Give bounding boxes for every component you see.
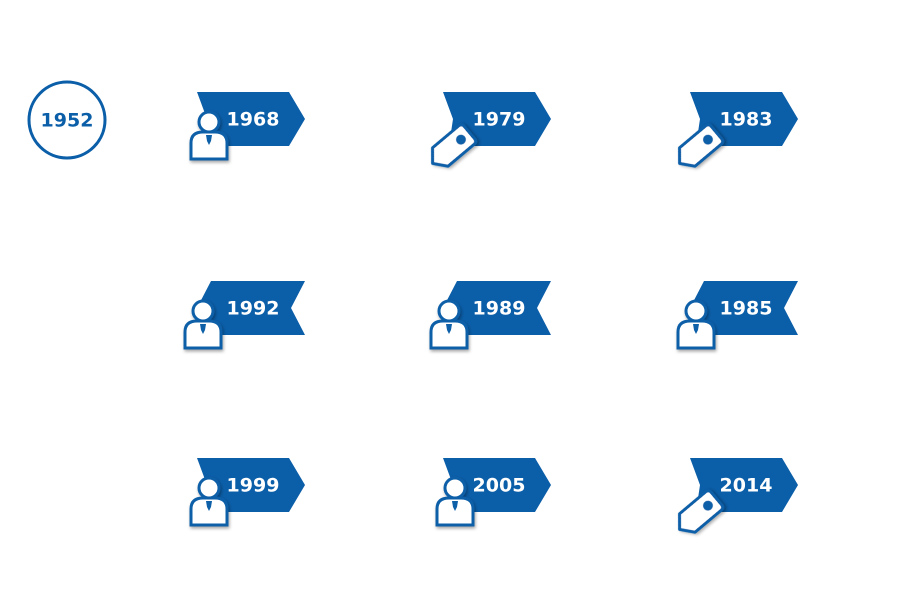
person-icon [189, 476, 229, 527]
person-head [191, 299, 215, 323]
badge: 1968 [189, 92, 305, 161]
person-icon [676, 299, 716, 350]
person-head [437, 299, 461, 323]
badge: 1983 [678, 92, 798, 168]
person-head [197, 110, 221, 134]
badge-label: 1999 [227, 475, 280, 497]
badge-label: 1979 [473, 109, 526, 131]
badge-label: 1989 [473, 298, 526, 320]
badge: 1992 [183, 281, 305, 350]
person-body [435, 496, 475, 527]
person-head [684, 299, 708, 323]
badge-shape [197, 281, 305, 335]
person-head [443, 476, 467, 500]
person-tie [206, 501, 212, 511]
person-tie [200, 324, 206, 334]
tag-body [678, 123, 725, 168]
badge-label: 1983 [720, 109, 773, 131]
badge-shape [443, 458, 551, 512]
badge-shape [690, 281, 798, 335]
badge: 1979 [431, 92, 551, 168]
start-label: 1952 [41, 110, 94, 132]
tag-icon [678, 123, 725, 168]
badge: 1999 [189, 458, 305, 527]
person-body [183, 319, 223, 350]
person-tie [206, 135, 212, 145]
badge-shape [197, 92, 305, 146]
badge: 2014 [678, 458, 798, 534]
person-tie [693, 324, 699, 334]
badge-label: 1992 [227, 298, 280, 320]
tag-hole [702, 500, 713, 511]
badge-shape [443, 281, 551, 335]
person-body [676, 319, 716, 350]
badge-shape [197, 458, 305, 512]
person-icon [183, 299, 223, 350]
badge-label: 2005 [473, 475, 526, 497]
person-body [189, 130, 229, 161]
person-icon [429, 299, 469, 350]
person-tie [446, 324, 452, 334]
start-circle [27, 80, 107, 160]
person-body [189, 496, 229, 527]
tag-body [678, 489, 725, 534]
badge-label: 1968 [227, 109, 280, 131]
badge: 2005 [435, 458, 551, 527]
badge: 1985 [676, 281, 798, 350]
tag-hole [702, 134, 713, 145]
badge-label: 1985 [720, 298, 773, 320]
person-tie [452, 501, 458, 511]
person-body [429, 319, 469, 350]
badge: 1989 [429, 281, 551, 350]
tag-icon [431, 123, 478, 168]
tag-icon [678, 489, 725, 534]
tag-hole [455, 134, 466, 145]
tag-body [431, 123, 478, 168]
person-icon [435, 476, 475, 527]
badge-label: 2014 [720, 475, 773, 497]
person-head [197, 476, 221, 500]
person-icon [189, 110, 229, 161]
